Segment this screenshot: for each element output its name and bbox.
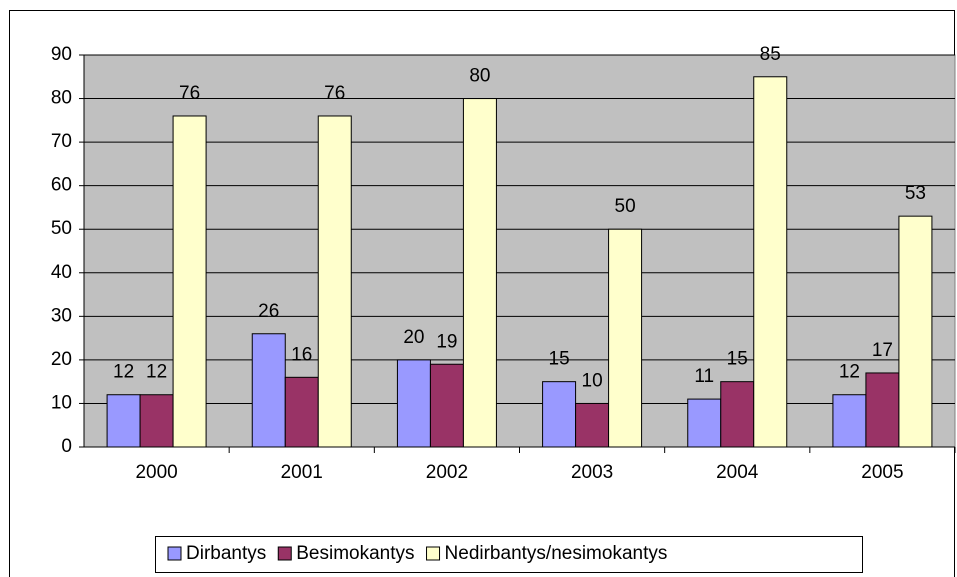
legend-label: Dirbantys — [186, 543, 266, 564]
y-tick-label: 80 — [51, 88, 72, 109]
y-tick-label: 90 — [51, 44, 72, 65]
data-label: 50 — [615, 196, 636, 217]
y-tick-label: 40 — [51, 262, 72, 283]
data-label: 19 — [436, 331, 457, 352]
bar — [898, 215, 933, 448]
data-label: 16 — [291, 344, 312, 365]
bar — [753, 76, 788, 448]
legend-box — [155, 536, 863, 573]
bar — [172, 115, 207, 448]
data-label: 26 — [258, 301, 279, 322]
data-label: 12 — [839, 362, 860, 383]
legend-swatch — [277, 546, 292, 561]
bar — [106, 394, 141, 448]
x-tick-label: 2003 — [571, 462, 613, 483]
legend-swatch — [167, 546, 182, 561]
plot-area — [83, 54, 956, 448]
data-label: 10 — [582, 370, 603, 391]
bar — [575, 402, 610, 448]
data-label: 76 — [324, 83, 345, 104]
legend-label: Nedirbantys/nesimokantys — [445, 543, 668, 564]
bar — [608, 228, 643, 448]
y-tick-label: 60 — [51, 175, 72, 196]
bar — [396, 359, 431, 448]
data-label: 53 — [905, 183, 926, 204]
y-tick-label: 30 — [51, 305, 72, 326]
data-label: 12 — [146, 362, 167, 383]
data-label: 85 — [760, 44, 781, 65]
bar — [462, 98, 497, 448]
data-label: 11 — [694, 366, 714, 387]
x-tick-label: 2005 — [861, 462, 903, 483]
data-label: 20 — [403, 327, 424, 348]
y-tick-label: 0 — [61, 436, 72, 457]
data-label: 76 — [179, 83, 200, 104]
x-tick-label: 2000 — [135, 462, 177, 483]
x-tick-label: 2001 — [281, 462, 323, 483]
bar — [720, 381, 755, 448]
y-tick-label: 20 — [51, 349, 72, 370]
bar — [865, 372, 900, 448]
data-label: 80 — [469, 66, 490, 87]
data-label: 17 — [872, 340, 893, 361]
bar — [832, 394, 867, 448]
legend-label: Besimokantys — [296, 543, 414, 564]
bar — [542, 381, 577, 448]
bar — [284, 376, 319, 448]
bar — [317, 115, 352, 448]
y-tick-label: 70 — [51, 131, 72, 152]
x-tick-label: 2004 — [716, 462, 759, 483]
bar — [139, 394, 174, 448]
data-label: 15 — [727, 349, 748, 370]
data-label: 15 — [549, 349, 570, 370]
y-tick-label: 50 — [51, 218, 72, 239]
bar — [251, 333, 286, 448]
bar — [429, 363, 464, 448]
y-tick-label: 10 — [51, 392, 72, 413]
bar — [687, 398, 722, 448]
x-tick-label: 2002 — [426, 462, 468, 483]
legend-swatch — [426, 546, 441, 561]
data-label: 12 — [113, 362, 134, 383]
